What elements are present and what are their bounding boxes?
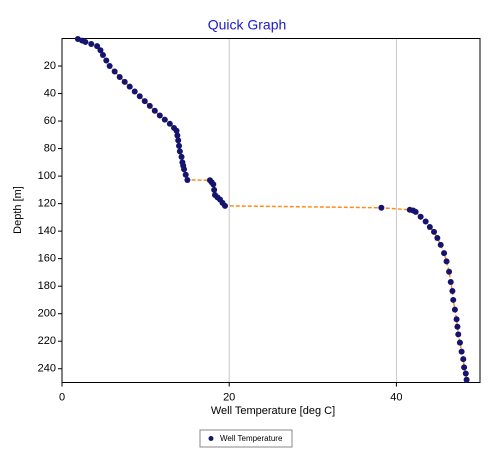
data-point — [121, 78, 128, 85]
data-point — [463, 376, 470, 383]
data-point — [211, 186, 218, 193]
data-point — [449, 287, 456, 294]
data-point — [434, 235, 441, 242]
data-point — [178, 153, 185, 160]
data-point — [462, 370, 469, 377]
data-point — [456, 339, 463, 346]
data-point — [412, 208, 419, 215]
x-tick-label: 40 — [390, 391, 402, 403]
chart-title: Quick Graph — [208, 17, 287, 33]
data-point — [454, 323, 461, 330]
y-tick-label: 180 — [38, 280, 56, 292]
data-point — [141, 98, 148, 105]
y-tick-label: 120 — [38, 198, 56, 210]
y-tick-label: 80 — [44, 142, 56, 154]
data-point — [176, 148, 183, 155]
data-point — [451, 306, 458, 313]
data-point — [455, 331, 462, 338]
data-point — [111, 68, 118, 75]
data-point — [437, 241, 444, 248]
data-point — [97, 47, 104, 54]
y-tick-label: 20 — [44, 60, 56, 72]
data-point — [417, 213, 424, 220]
data-point — [210, 181, 217, 188]
data-point — [422, 218, 429, 225]
data-point — [161, 116, 168, 123]
y-tick-label: 100 — [38, 170, 56, 182]
data-point — [136, 93, 143, 100]
data-point — [446, 268, 453, 275]
data-point — [174, 132, 181, 139]
legend-label: Well Temperature — [220, 434, 283, 443]
data-point — [461, 364, 468, 371]
data-point — [176, 142, 183, 149]
y-axis-label: Depth [m] — [12, 186, 24, 234]
y-tick-label: 60 — [44, 115, 56, 127]
data-point — [426, 224, 433, 231]
data-point — [460, 356, 467, 363]
plot-frame — [61, 38, 481, 383]
y-tick-label: 200 — [38, 308, 56, 320]
y-tick-label: 140 — [38, 225, 56, 237]
x-tick-label: 0 — [59, 391, 65, 403]
data-point — [82, 38, 89, 45]
data-point — [450, 296, 457, 303]
data-point — [151, 107, 158, 114]
y-tick-label: 220 — [38, 335, 56, 347]
data-point — [441, 250, 448, 257]
data-point — [166, 120, 173, 127]
data-point — [447, 279, 454, 286]
legend-marker — [208, 436, 214, 441]
data-point — [146, 102, 153, 109]
data-point — [94, 43, 101, 50]
data-point — [443, 258, 450, 265]
data-point — [156, 112, 163, 119]
data-point — [106, 63, 113, 70]
y-tick-label: 160 — [38, 253, 56, 265]
data-point — [88, 41, 95, 48]
data-point — [103, 57, 110, 64]
x-axis-label: Well Temperature [deg C] — [211, 405, 335, 417]
data-point — [182, 171, 189, 178]
y-tick-label: 40 — [44, 87, 56, 99]
data-point — [222, 202, 229, 209]
data-point — [378, 204, 385, 211]
x-tick-label: 20 — [223, 391, 235, 403]
data-point — [453, 316, 460, 323]
data-point — [99, 52, 106, 59]
data-point — [173, 127, 180, 134]
data-point — [458, 348, 465, 355]
y-tick-label: 240 — [38, 363, 56, 375]
data-point — [431, 228, 438, 235]
legend-box — [199, 429, 293, 448]
data-point — [126, 83, 133, 90]
data-point — [131, 88, 138, 95]
data-point — [175, 137, 182, 144]
data-point — [116, 74, 123, 81]
data-point — [181, 166, 188, 173]
data-point — [184, 176, 191, 183]
